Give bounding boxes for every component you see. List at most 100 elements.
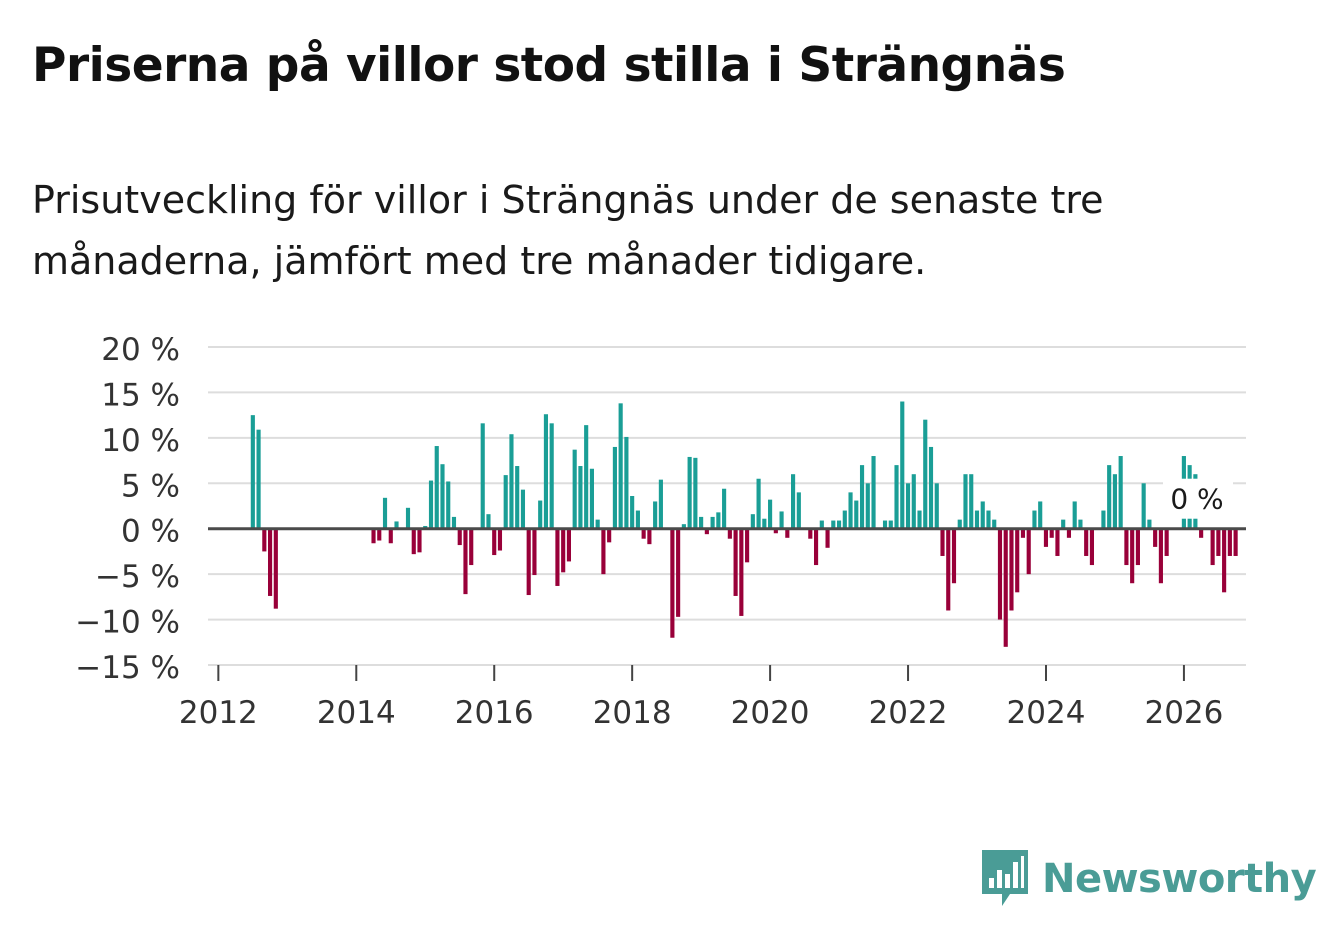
bar [543, 414, 549, 529]
newsworthy-logo: Newsworthy [980, 848, 1317, 910]
bar [607, 528, 612, 543]
bar [1210, 528, 1215, 566]
bar [791, 474, 796, 529]
bar [773, 528, 778, 534]
bar [848, 492, 853, 529]
bar [745, 528, 750, 563]
bar [653, 501, 658, 529]
bar [1222, 528, 1227, 593]
bar [1130, 528, 1135, 584]
bar [1233, 528, 1238, 556]
bar [417, 528, 422, 553]
bar [687, 456, 692, 529]
x-tick-label: 2020 [731, 695, 810, 731]
bar [704, 528, 709, 535]
bar [371, 528, 376, 544]
bar [865, 483, 870, 529]
bar [509, 434, 514, 529]
bar [750, 514, 755, 529]
y-tick-label: 10 % [101, 423, 180, 459]
bar [986, 510, 991, 529]
bar [963, 474, 968, 529]
bar [716, 512, 721, 529]
bar [969, 474, 974, 529]
bar [1084, 528, 1089, 556]
y-tick-label: 15 % [101, 377, 180, 413]
bar [796, 492, 801, 529]
bar [779, 511, 784, 529]
bar [756, 478, 761, 529]
bar [946, 528, 951, 611]
bar [900, 401, 905, 529]
last-value-label-bg [1163, 478, 1233, 519]
bar [268, 528, 273, 596]
bar [1055, 528, 1060, 556]
bar [762, 518, 767, 529]
bar [825, 528, 830, 548]
bar [974, 510, 980, 529]
bar [1003, 528, 1008, 647]
bar [911, 474, 916, 529]
bar [905, 483, 911, 529]
bar [871, 456, 876, 529]
bar [831, 520, 836, 529]
bar [733, 528, 738, 596]
bar [440, 464, 445, 529]
bar [515, 466, 520, 529]
bar [1158, 528, 1163, 584]
brand-name: Newsworthy [1042, 856, 1317, 902]
bar [635, 510, 640, 529]
bar [555, 528, 560, 586]
bar [434, 446, 439, 529]
bar [1164, 528, 1169, 556]
bar [1118, 456, 1123, 529]
y-tick-label: 0 % [121, 514, 180, 550]
x-tick-label: 2014 [317, 695, 396, 731]
bar [584, 425, 589, 529]
bar [808, 528, 813, 539]
x-tick-label: 2024 [1007, 695, 1086, 731]
bar [894, 465, 899, 529]
bar [538, 500, 543, 529]
x-tick-label: 2026 [1144, 695, 1223, 731]
last-value-label: 0 % [1170, 483, 1223, 516]
bar [630, 496, 635, 529]
bar [917, 510, 922, 529]
bar [813, 528, 819, 566]
bar [768, 499, 773, 529]
bar [670, 528, 675, 638]
bar [377, 528, 382, 541]
bar [928, 446, 934, 529]
bar [854, 500, 859, 529]
bar [1009, 528, 1014, 611]
bar [273, 528, 278, 609]
bar [859, 465, 865, 529]
bar [997, 528, 1003, 620]
bar [722, 488, 727, 529]
bar [446, 481, 451, 529]
bar [463, 528, 468, 595]
y-tick-label: 5 % [121, 468, 180, 504]
bar [566, 528, 571, 562]
bar [388, 528, 393, 544]
bar [1032, 510, 1037, 529]
bar [612, 446, 617, 529]
bar [836, 520, 842, 529]
bar [676, 528, 681, 617]
y-tick-label: 20 % [101, 332, 180, 368]
y-tick-label: −5 % [95, 559, 180, 595]
bar [647, 528, 652, 545]
bar [739, 528, 744, 616]
bar [699, 516, 704, 529]
bar [1216, 528, 1221, 556]
bar [1107, 465, 1112, 529]
bar [1043, 528, 1049, 547]
bar [1124, 528, 1129, 566]
bar [1089, 528, 1095, 566]
bar [526, 528, 531, 596]
bar [1153, 528, 1158, 547]
bar [480, 423, 485, 529]
bar [561, 528, 566, 573]
bar [394, 521, 399, 529]
